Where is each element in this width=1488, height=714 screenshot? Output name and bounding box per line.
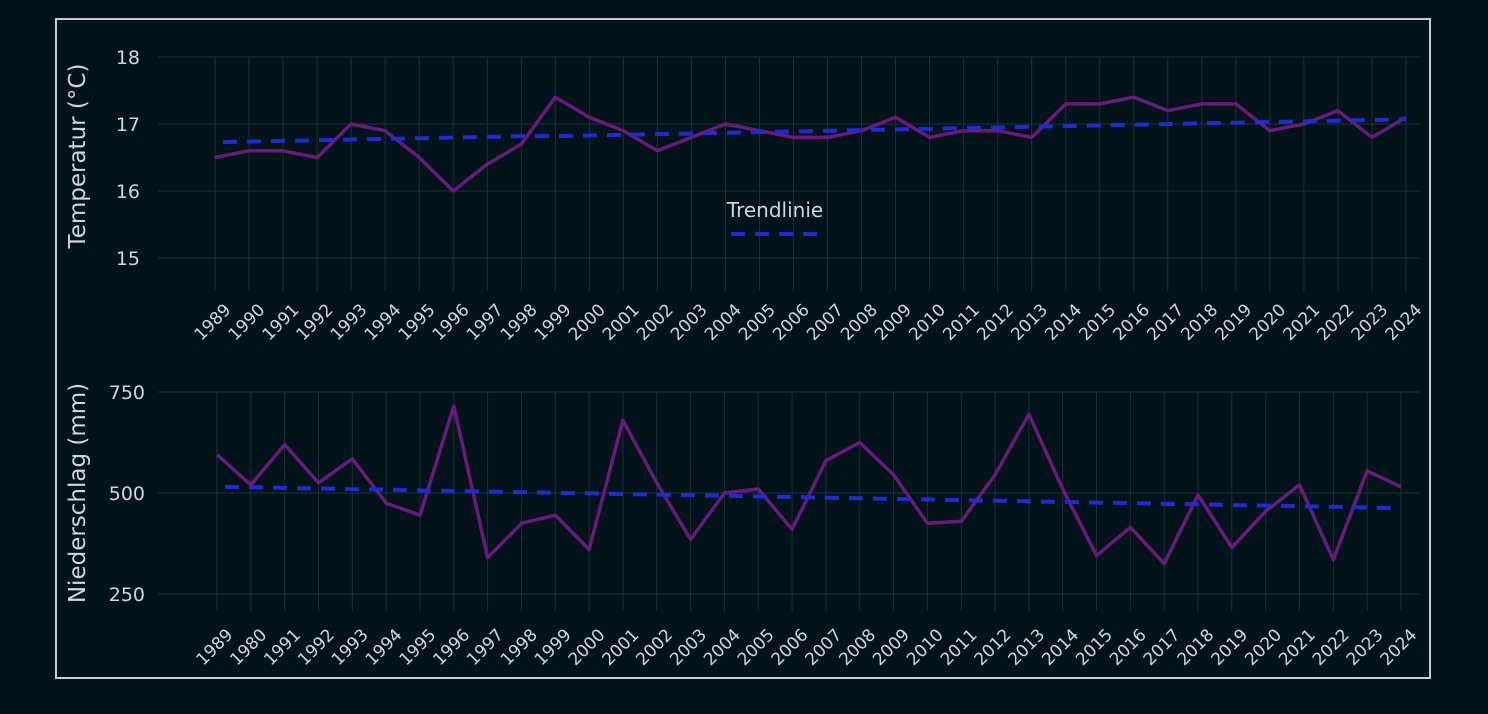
x-tick-label: 2024 <box>1382 300 1427 345</box>
x-tick-label: 2014 <box>1038 625 1083 670</box>
x-tick-label: 2019 <box>1207 625 1252 670</box>
x-tick-label: 1996 <box>429 300 474 345</box>
x-tick-label: 2000 <box>565 300 610 345</box>
x-tick-label: 2017 <box>1140 625 1185 670</box>
trend-line <box>222 117 1407 145</box>
x-tick-label: 2021 <box>1280 300 1325 345</box>
y-tick-label: 18 <box>116 47 140 69</box>
x-tick-label: 2005 <box>735 300 780 345</box>
trend-line <box>224 484 1402 511</box>
y-tick-label: 17 <box>116 114 140 136</box>
data-line <box>215 404 1402 566</box>
y-tick-label: 500 <box>109 483 145 505</box>
x-tick-label: 2001 <box>599 625 644 670</box>
x-tick-label: 2012 <box>971 625 1016 670</box>
y-tick-label: 16 <box>116 181 140 203</box>
x-tick-label: 2002 <box>633 300 678 345</box>
x-tick-label: 2014 <box>1041 300 1086 345</box>
x-tick-label: 2007 <box>802 625 847 670</box>
x-tick-label: 2011 <box>939 300 984 345</box>
x-tick-label: 1998 <box>497 300 542 345</box>
x-tick-label: 2006 <box>768 625 813 670</box>
x-tick-label: 1994 <box>361 300 406 345</box>
x-tick-label: 1995 <box>395 300 440 345</box>
x-tick-label: 2003 <box>667 300 712 345</box>
x-tick-label: 1997 <box>463 300 508 345</box>
x-tick-label: 2008 <box>835 625 880 670</box>
x-tick-label: 1990 <box>225 300 270 345</box>
x-tick-label: 2011 <box>937 625 982 670</box>
x-tick-label: 1989 <box>193 625 238 670</box>
x-tick-label: 2021 <box>1275 625 1320 670</box>
x-tick-label: 2000 <box>565 625 610 670</box>
x-tick-label: 1996 <box>429 625 474 670</box>
x-tick-label: 2018 <box>1174 625 1219 670</box>
x-tick-label: 1995 <box>396 625 441 670</box>
y-axis-label: Niederschlag (mm) <box>65 383 91 603</box>
x-tick-label: 2016 <box>1106 625 1151 670</box>
y-tick-label: 750 <box>109 382 145 404</box>
x-tick-label: 1993 <box>328 625 373 670</box>
x-tick-label: 2013 <box>1007 300 1052 345</box>
chart-frame <box>55 18 1431 679</box>
x-tick-label: 1992 <box>294 625 339 670</box>
x-tick-label: 2017 <box>1143 300 1188 345</box>
y-tick-label: 250 <box>109 584 145 606</box>
x-tick-label: 2020 <box>1241 625 1286 670</box>
x-tick-label: 2013 <box>1005 625 1050 670</box>
x-tick-label: 1991 <box>259 300 304 345</box>
x-tick-label: 2022 <box>1309 625 1354 670</box>
x-tick-label: 2022 <box>1314 300 1359 345</box>
x-tick-label: 2015 <box>1075 300 1120 345</box>
x-tick-label: 2004 <box>700 625 745 670</box>
x-tick-label: 2009 <box>869 625 914 670</box>
x-tick-label: 2007 <box>803 300 848 345</box>
x-tick-label: 2019 <box>1211 300 1256 345</box>
x-tick-label: 2003 <box>666 625 711 670</box>
x-tick-label: 2024 <box>1377 625 1422 670</box>
x-tick-label: 2023 <box>1343 625 1388 670</box>
x-tick-label: 1999 <box>531 300 576 345</box>
x-tick-label: 1994 <box>362 625 407 670</box>
x-tick-label: 1997 <box>463 625 508 670</box>
x-tick-label: 1993 <box>327 300 372 345</box>
x-tick-label: 2005 <box>734 625 779 670</box>
x-tick-label: 1989 <box>191 300 236 345</box>
x-tick-label: 1980 <box>226 625 271 670</box>
x-tick-label: 2020 <box>1246 300 1291 345</box>
x-tick-label: 1992 <box>293 300 338 345</box>
x-tick-label: 2010 <box>905 300 950 345</box>
x-tick-label: 2006 <box>769 300 814 345</box>
x-tick-label: 1991 <box>260 625 305 670</box>
x-tick-label: 2004 <box>701 300 746 345</box>
x-tick-label: 2012 <box>973 300 1018 345</box>
legend-label: Trendlinie <box>726 198 823 222</box>
data-line <box>214 95 1407 193</box>
x-tick-label: 2001 <box>599 300 644 345</box>
x-tick-label: 2018 <box>1177 300 1222 345</box>
x-tick-label: 2008 <box>837 300 882 345</box>
x-tick-label: 1998 <box>497 625 542 670</box>
x-tick-label: 2010 <box>903 625 948 670</box>
x-tick-label: 2016 <box>1109 300 1154 345</box>
x-tick-label: 2023 <box>1348 300 1393 345</box>
x-tick-label: 2009 <box>871 300 916 345</box>
y-tick-label: 15 <box>116 248 140 270</box>
x-tick-label: 2002 <box>632 625 677 670</box>
y-axis-label: Temperatur (°C) <box>65 64 91 250</box>
x-tick-label: 1999 <box>531 625 576 670</box>
x-tick-label: 2015 <box>1072 625 1117 670</box>
